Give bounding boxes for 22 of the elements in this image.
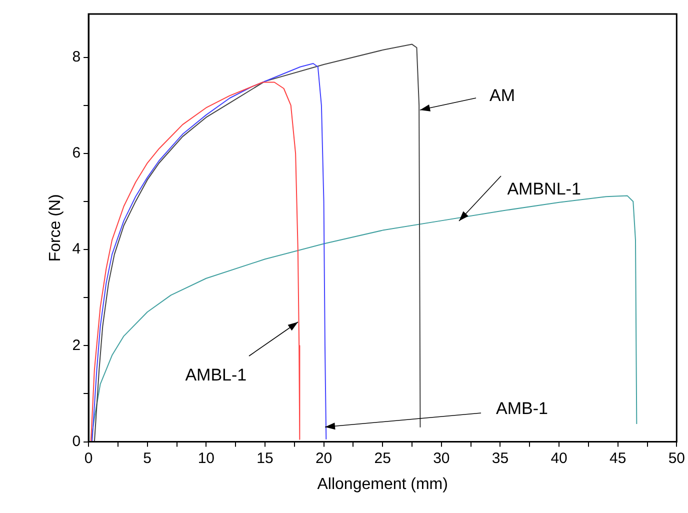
- y-tick-label: 8: [72, 48, 81, 66]
- y-tick-label: 2: [72, 336, 81, 354]
- x-axis-title: Allongement (mm): [317, 476, 448, 493]
- x-tick-label: 40: [550, 450, 568, 467]
- y-axis-title: Force (N): [47, 194, 64, 262]
- x-tick-label: 10: [198, 450, 215, 467]
- annotation: AMBL-1: [185, 365, 247, 384]
- x-tick-label: 25: [374, 450, 391, 467]
- x-tick-label: 45: [610, 450, 626, 467]
- x-tick-label: 50: [668, 450, 685, 467]
- x-tick-label: 5: [143, 450, 152, 467]
- x-tick-label: 0: [84, 450, 93, 467]
- x-tick-label: 15: [256, 450, 274, 467]
- y-tick-label: 0: [72, 432, 81, 450]
- x-tick-label: 35: [492, 450, 509, 467]
- x-tick-label: 20: [315, 450, 332, 467]
- annotation: AMB-1: [496, 399, 548, 418]
- x-tick-label: 30: [433, 450, 450, 467]
- y-tick-label: 4: [72, 240, 81, 258]
- annotation: AM: [489, 86, 515, 105]
- y-tick-label: 6: [72, 144, 81, 162]
- annotation: AMBNL-1: [507, 179, 581, 198]
